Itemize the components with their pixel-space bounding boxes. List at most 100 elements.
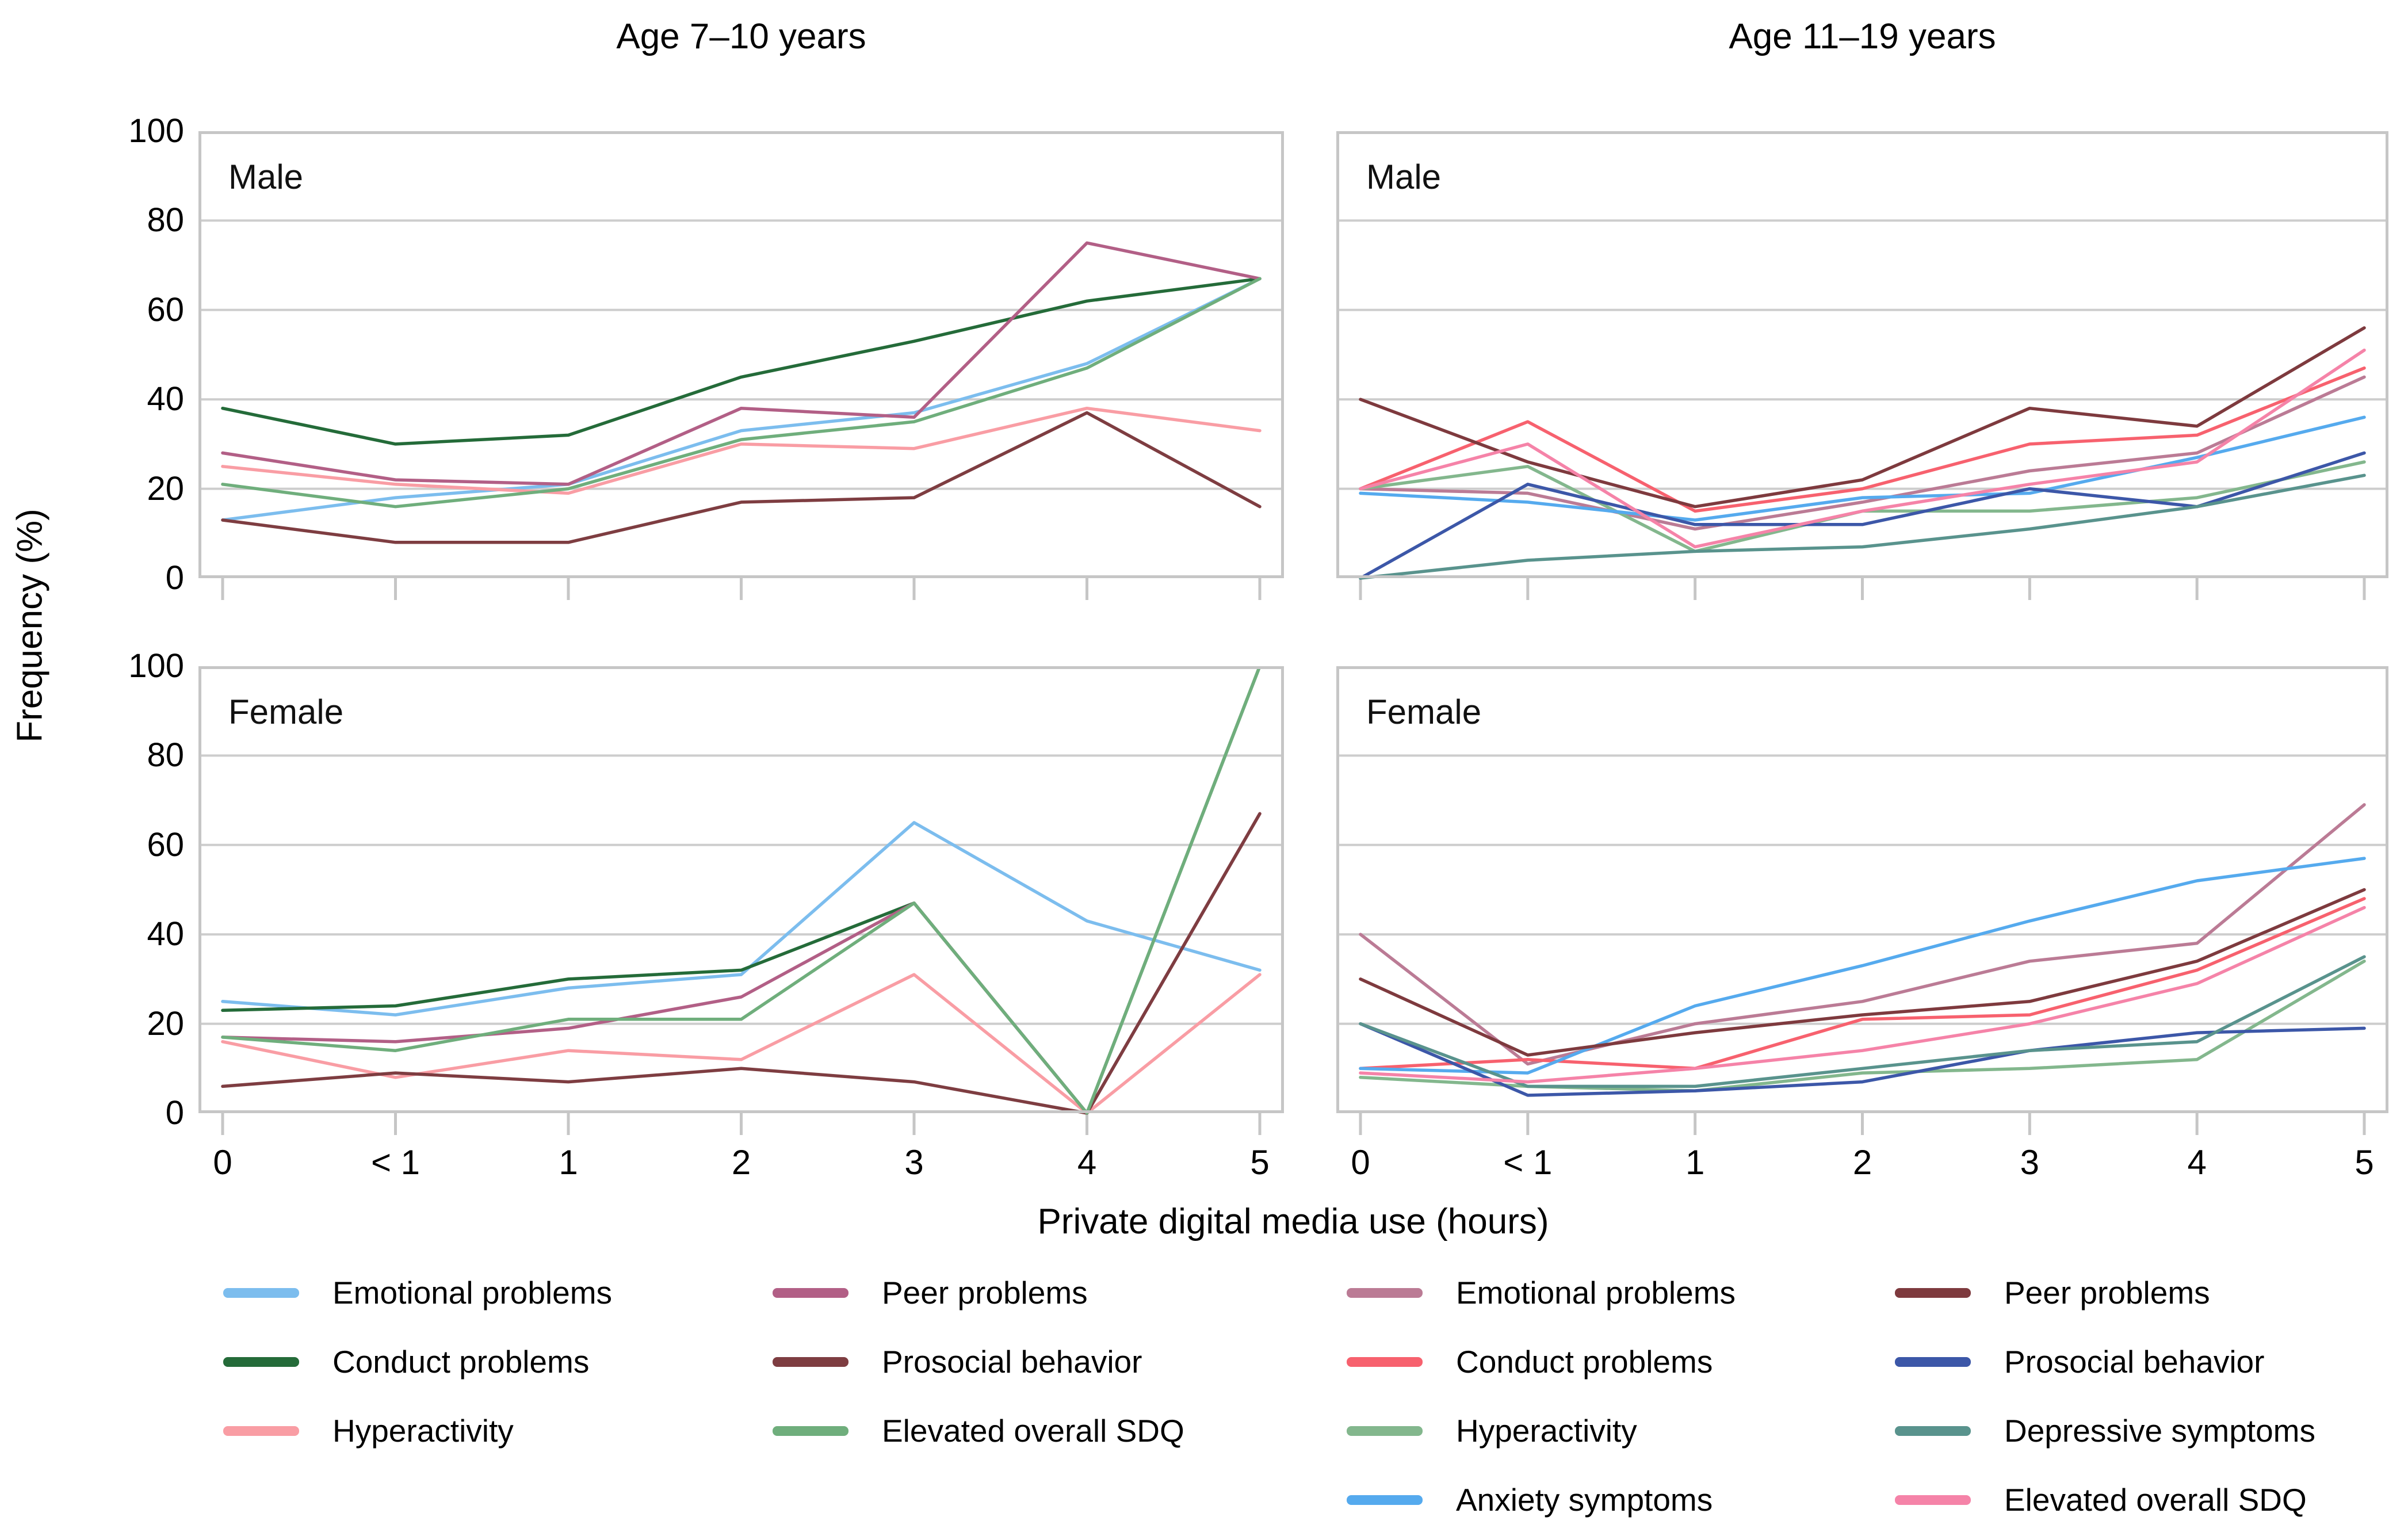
column-title-age-7-10: Age 7–10 years <box>616 17 866 56</box>
y-tick-label: 40 <box>147 915 184 953</box>
series-line-elevated-overall-sdq <box>221 277 1262 509</box>
x-tick-mark <box>912 578 916 600</box>
x-tick-label: 1 <box>1685 1143 1705 1182</box>
x-tick-label: 1 <box>559 1143 578 1182</box>
legend-swatch-icon <box>1347 1495 1423 1505</box>
x-tick-mark <box>2195 1113 2199 1135</box>
series-line-depressive-symptoms <box>1359 473 2366 580</box>
legend-item-label: Hyperactivity <box>332 1413 514 1449</box>
x-tick-mark <box>1694 1113 1697 1135</box>
x-tick-mark <box>1359 1113 1362 1135</box>
series-line-emotional-problems <box>221 277 1262 522</box>
series-line-peer-problems <box>221 241 1262 486</box>
x-tick-mark <box>1526 1113 1530 1135</box>
series-line-elevated-overall-sdq <box>1359 905 2366 1084</box>
series-line-peer-problems <box>1359 888 2366 1057</box>
y-tick-label: 60 <box>147 826 184 863</box>
x-tick-mark <box>567 1113 570 1135</box>
legend-item-label: Peer problems <box>2004 1275 2210 1310</box>
series-line-conduct-problems <box>1359 366 2366 513</box>
y-tick-label: 20 <box>147 469 184 507</box>
x-tick-label: 5 <box>1250 1143 1270 1182</box>
panel-border <box>198 666 1284 1113</box>
legend-swatch-icon <box>773 1288 848 1298</box>
legend-swatch-icon <box>1347 1357 1423 1367</box>
legend-item-label: Prosocial behavior <box>882 1344 1142 1380</box>
series-line-emotional-problems <box>1359 375 2366 531</box>
legend-swatch-icon <box>773 1426 848 1436</box>
y-tick-label: 0 <box>165 1094 184 1132</box>
x-tick-mark <box>740 578 743 600</box>
legend-item-label: Hyperactivity <box>1456 1413 1637 1449</box>
legend-swatch-icon <box>223 1357 299 1367</box>
chart-panel-male-11-19: Male <box>1336 131 2388 600</box>
y-tick-label: 80 <box>147 201 184 239</box>
legend-item-label: Prosocial behavior <box>2004 1344 2265 1380</box>
legend-item-label: Elevated overall SDQ <box>2004 1482 2307 1518</box>
x-tick-mark <box>1258 578 1262 600</box>
panel-row-label: Female <box>228 693 343 731</box>
column-title-age-11-19: Age 11–19 years <box>1729 17 1996 56</box>
legend-swatch-icon <box>1895 1357 1971 1367</box>
legend-swatch-icon <box>223 1426 299 1436</box>
x-tick-mark <box>1694 578 1697 600</box>
panel-row-label: Male <box>228 158 303 196</box>
series-line-prosocial-behavior <box>1359 1022 2366 1097</box>
x-tick-mark <box>2195 578 2199 600</box>
legend-item-label: Anxiety symptoms <box>1456 1482 1713 1518</box>
x-tick-mark <box>394 1113 397 1135</box>
y-axis-title: Frequency (%) <box>10 509 50 743</box>
x-tick-mark <box>394 578 397 600</box>
x-tick-label: < 1 <box>370 1143 421 1182</box>
y-tick-label: 60 <box>147 291 184 328</box>
y-tick-label: 80 <box>147 736 184 774</box>
legend-swatch-icon <box>1895 1426 1971 1436</box>
x-tick-label: 2 <box>1852 1143 1872 1182</box>
y-tick-label: 20 <box>147 1004 184 1042</box>
series-line-prosocial-behavior <box>221 411 1262 544</box>
x-tick-mark <box>1085 578 1088 600</box>
legend-item-label: Emotional problems <box>332 1275 613 1310</box>
x-tick-label: 3 <box>904 1143 924 1182</box>
panel-row-label: Female <box>1366 693 1481 731</box>
series-line-conduct-problems <box>221 277 1262 446</box>
x-tick-mark <box>2028 578 2031 600</box>
legend-swatch-icon <box>1895 1495 1971 1505</box>
x-tick-label: 4 <box>2187 1143 2207 1182</box>
x-tick-mark <box>1526 578 1530 600</box>
x-tick-label: 4 <box>1077 1143 1097 1182</box>
series-line-emotional-problems <box>1359 803 2366 1066</box>
series-line-anxiety-symptoms <box>1359 415 2366 522</box>
x-tick-mark <box>2028 1113 2031 1135</box>
series-line-depressive-symptoms <box>1359 955 2366 1088</box>
x-tick-mark <box>221 578 224 600</box>
x-axis-title: Private digital media use (hours) <box>1037 1202 1549 1241</box>
x-tick-mark <box>1861 578 1864 600</box>
x-tick-label: < 1 <box>1503 1143 1553 1182</box>
x-tick-mark <box>221 1113 224 1135</box>
series-line-hyperactivity <box>221 406 1262 495</box>
series-line-conduct-problems <box>1359 897 2366 1071</box>
y-tick-label: 0 <box>165 559 184 597</box>
panel-border <box>1336 131 2388 578</box>
chart-panel-male-7-10: Male <box>198 131 1284 600</box>
y-tick-label: 100 <box>128 647 184 685</box>
legend-swatch-icon <box>1347 1426 1423 1436</box>
legend-swatch-icon <box>223 1288 299 1298</box>
x-tick-mark <box>1085 1113 1088 1135</box>
legend-swatch-icon <box>1895 1288 1971 1298</box>
x-tick-mark <box>1861 1113 1864 1135</box>
legend-item-label: Conduct problems <box>332 1344 590 1380</box>
chart-panel-female-11-19: Female <box>1336 666 2388 1135</box>
legend-item-label: Peer problems <box>882 1275 1088 1310</box>
panel-border <box>1336 666 2388 1113</box>
legend-item-label: Depressive symptoms <box>2004 1413 2315 1449</box>
x-tick-label: 5 <box>2355 1143 2374 1182</box>
panel-row-label: Male <box>1366 158 1441 196</box>
legend-item-label: Emotional problems <box>1456 1275 1736 1310</box>
series-line-peer-problems <box>1359 326 2366 509</box>
x-tick-label: 2 <box>731 1143 751 1182</box>
legend-swatch-icon <box>773 1357 848 1367</box>
x-tick-mark <box>2363 1113 2366 1135</box>
